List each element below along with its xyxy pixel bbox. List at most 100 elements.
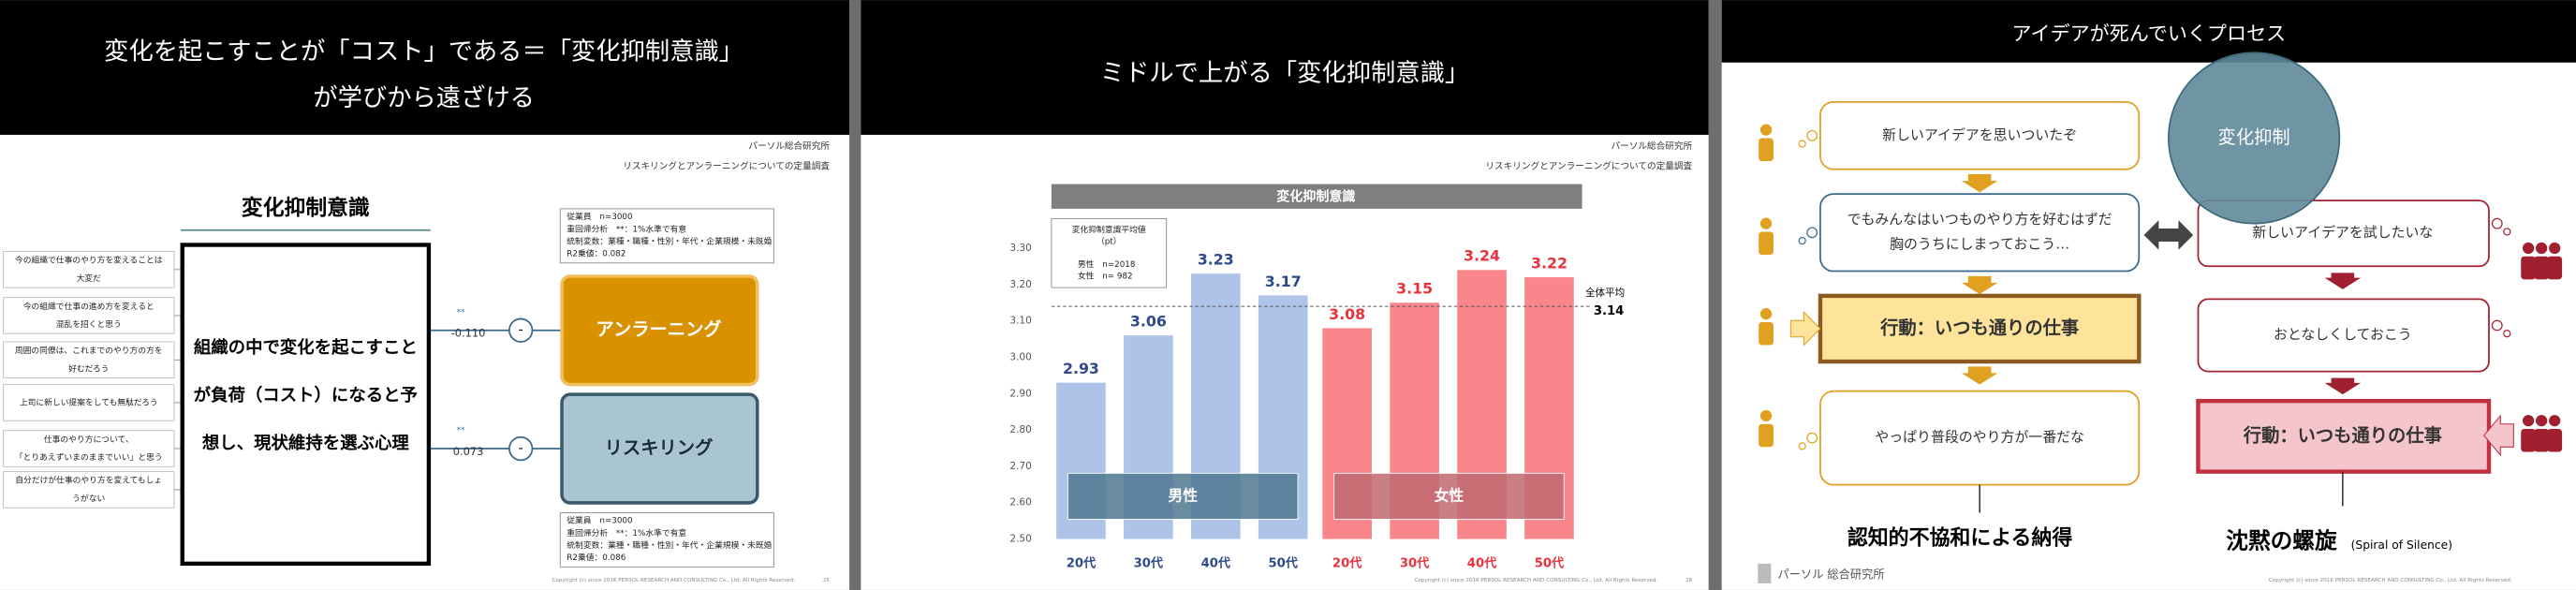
circle-label: 変化抑制 (2218, 126, 2290, 148)
copyright: Copyright (c) since 2016 PERSOL RESEARCH… (552, 578, 795, 583)
stats-text: 重回帰分析 **：1%水準で有意 (567, 527, 686, 538)
significance: ** (457, 426, 465, 435)
chart-title-bar (1051, 184, 1582, 209)
chart: 2.50 2.60 2.70 2.80 2.90 3.00 3.10 3.20 3.30 2.93… (1009, 243, 1625, 570)
flow: 新しいアイデアを思いついたぞでもみんなはいつものやり方を好むはずだ胸のうちにしま… (1759, 100, 2563, 513)
thought (1798, 442, 1806, 450)
arrow-in (2483, 414, 2514, 457)
flow-text: 行動：いつも通りの仕事 (1879, 317, 2079, 338)
thought (1806, 129, 1818, 141)
coefficient: 0.073 (453, 445, 484, 458)
value-label: 2.93 (1063, 360, 1099, 377)
arrow-in (1789, 311, 1821, 347)
person-icon (2521, 256, 2537, 280)
items: 今の組織で仕事のやり方を変えることは大変だ今の組織で仕事の進め方を変えると混乱を… (3, 251, 183, 509)
person-icon (2536, 415, 2548, 427)
x-tick-label: 40代 (1201, 554, 1231, 570)
stats-text: 統制変数：業種・職種・性別・年代・企業規模・未既婚 (567, 235, 772, 246)
thought (1806, 227, 1818, 239)
y-tick-label: 3.10 (1009, 316, 1031, 327)
title: アイデアが死んでいくプロセス (2012, 22, 2287, 45)
x-tick-label: 30代 (1400, 554, 1430, 570)
y-tick-label: 2.70 (1009, 461, 1031, 472)
slide-1: 変化を起こすことが「コスト」である＝「変化抑制意識」 が学びから遠ざける パーソ… (0, 0, 850, 590)
right-result: 沈黙の螺旋 (2226, 528, 2337, 554)
person-icon (1759, 138, 1774, 162)
thought (2491, 217, 2503, 229)
y-tick-label: 3.00 (1009, 351, 1031, 362)
y-tick-label: 2.50 (1009, 534, 1031, 545)
y-tick-label: 3.30 (1009, 243, 1031, 254)
flow-box (1818, 293, 2142, 364)
person-icon (2521, 428, 2537, 452)
flow-text: 胸のうちにしまっておこう… (1890, 235, 2069, 252)
value-label: 3.22 (1531, 255, 1568, 273)
x-tick-label: 30代 (1134, 554, 1164, 570)
header (861, 0, 1709, 135)
person-icon (2547, 256, 2563, 280)
item-text: 上司に新しい提案をしても無駄だろう (20, 396, 158, 407)
chart-title: 変化抑制意識 (1276, 189, 1355, 205)
person-icon (2534, 428, 2550, 452)
source: パーソル総合研究所 (1611, 140, 1692, 152)
flow-text: 新しいアイデアを試したいな (2252, 224, 2433, 241)
person-icon (1759, 321, 1774, 346)
arrow (2324, 377, 2362, 395)
item-box (3, 297, 175, 334)
stats-box (559, 512, 774, 568)
person-icon (2536, 242, 2548, 255)
logo: パーソル 総合研究所 (1777, 568, 1884, 582)
value-label: 3.08 (1329, 305, 1365, 323)
value-label: 3.23 (1198, 251, 1234, 269)
flow-box (1819, 193, 2141, 273)
page-number: 25 (823, 578, 831, 583)
sign: - (519, 441, 523, 456)
item-text: 自分だけが仕事のやり方を変えてもしょ (15, 475, 162, 486)
flow-box (1819, 100, 2141, 170)
item-text: 仕事のやり方について、 (44, 434, 134, 445)
x-tick-label: 50代 (1535, 554, 1565, 570)
thought (1806, 432, 1818, 444)
value-label: 3.06 (1130, 313, 1167, 331)
significance: ** (457, 308, 465, 317)
item-text: 混乱を招くと思う (56, 318, 122, 330)
person-icon (1759, 124, 1773, 136)
item-box (3, 471, 175, 509)
person-icon (2522, 415, 2535, 427)
series-band (1067, 472, 1299, 520)
legend-note: 男性 n=2018 (1078, 258, 1136, 270)
center-text: 想し、現状維持を選ぶ心理 (202, 433, 409, 453)
item-box (3, 251, 175, 288)
thought (1798, 140, 1806, 148)
arrow (1961, 275, 1998, 295)
copyright: Copyright (c) since 2016 PERSOL RESEARCH… (1415, 578, 1658, 583)
center-text: が負荷（コスト）になると予 (194, 385, 419, 406)
stats-text: 従業員 n=3000 (567, 515, 632, 526)
arrow (1961, 366, 1998, 385)
thought (2491, 319, 2503, 332)
title: 変化を起こすことが「コスト」である＝「変化抑制意識」 (104, 38, 743, 66)
flow-text: 行動：いつも通りの仕事 (2243, 424, 2442, 446)
person-icon (2522, 242, 2535, 255)
source: リスキリングとアンラーニングについての定量調査 (1485, 160, 1692, 171)
logo-mark (1758, 563, 1772, 583)
value-label: 3.17 (1265, 273, 1302, 290)
thought (2503, 228, 2511, 236)
flow-box (2197, 298, 2490, 373)
flow-text: 新しいアイデアを思いついたぞ (1882, 126, 2077, 143)
outcome-label: リスキリング (605, 437, 714, 459)
y-tick-label: 2.90 (1009, 388, 1031, 399)
x-tick-label: 50代 (1269, 554, 1299, 570)
series-band (1333, 472, 1565, 520)
value-label: 3.24 (1464, 247, 1500, 265)
outcome-box (560, 392, 759, 505)
outcome-box (560, 274, 759, 387)
sign-circle (508, 317, 534, 343)
double-arrow (2143, 220, 2194, 250)
person-icon (1759, 217, 1773, 229)
stats-box (559, 208, 774, 264)
center-text: 組織の中で変化を起こすこと (194, 337, 418, 358)
item-text: 周囲の同僚は、これまでのやり方の方を (15, 345, 163, 356)
person-icon (1759, 308, 1773, 320)
